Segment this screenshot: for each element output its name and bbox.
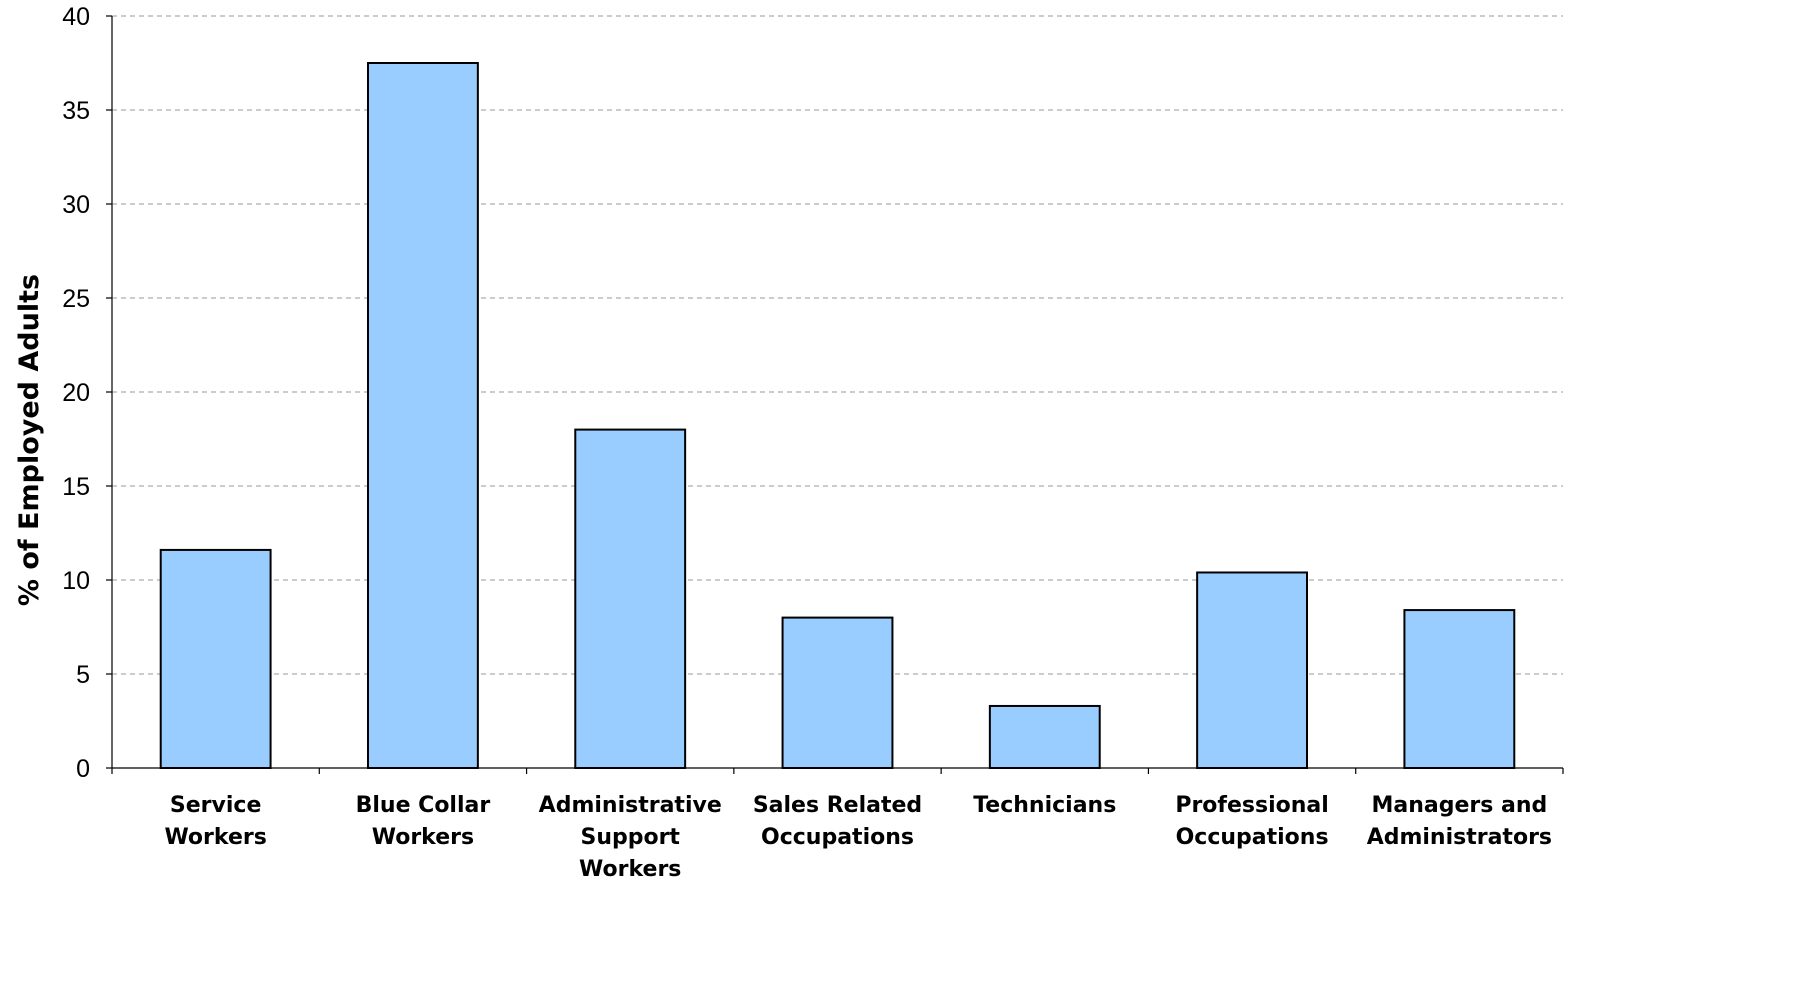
x-category-label-line: Technicians bbox=[973, 793, 1116, 818]
bar bbox=[781, 616, 894, 769]
y-tick-label: 0 bbox=[76, 755, 90, 783]
x-category-label-line: Occupations bbox=[1176, 825, 1329, 850]
x-category-label: Sales Related Occupations bbox=[753, 793, 922, 850]
x-category-label-line: Administrators bbox=[1367, 825, 1552, 850]
x-category-label-line: Professional bbox=[1175, 793, 1328, 818]
x-category-label-line: Sales Related bbox=[753, 793, 922, 818]
x-category-label: Managers and Administrators bbox=[1367, 793, 1552, 850]
x-category-label: Administrative Support Workers bbox=[539, 793, 722, 882]
x-category-label-line: Workers bbox=[579, 857, 681, 882]
x-category-label: Service Workers bbox=[164, 793, 266, 850]
y-tick-label: 40 bbox=[62, 3, 90, 31]
x-category-label-line: Administrative bbox=[539, 793, 722, 818]
y-tick-labels: 0 5 10 15 20 25 30 35 40 bbox=[62, 3, 90, 783]
y-tick-label: 20 bbox=[62, 379, 90, 407]
x-category-label-line: Blue Collar bbox=[356, 793, 491, 818]
x-category-label-line: Managers and bbox=[1371, 793, 1547, 818]
x-category-label-line: Service bbox=[170, 793, 261, 818]
x-category-label-line: Support bbox=[580, 825, 680, 850]
x-category-label-line: Occupations bbox=[761, 825, 914, 850]
bar bbox=[366, 62, 479, 769]
bar bbox=[1196, 571, 1309, 769]
x-category-label: Blue Collar Workers bbox=[356, 793, 491, 850]
y-tick-label: 35 bbox=[62, 97, 90, 125]
y-tick-label: 5 bbox=[76, 661, 90, 689]
y-tick-label: 30 bbox=[62, 191, 90, 219]
x-category-label-line: Workers bbox=[372, 825, 474, 850]
x-category-label: Technicians bbox=[973, 793, 1116, 818]
x-category-label-line: Workers bbox=[164, 825, 266, 850]
y-tick-label: 10 bbox=[62, 567, 90, 595]
bar bbox=[1403, 609, 1516, 770]
x-category-label: Professional Occupations bbox=[1175, 793, 1328, 850]
bar bbox=[574, 428, 687, 769]
y-axis-title: % of Employed Adults bbox=[14, 274, 45, 606]
gridlines bbox=[112, 15, 1563, 675]
bars bbox=[159, 62, 1516, 770]
y-tick-label: 25 bbox=[62, 285, 90, 313]
bar bbox=[988, 704, 1101, 770]
axes bbox=[106, 15, 1564, 774]
bar bbox=[159, 548, 272, 769]
y-tick-label: 15 bbox=[62, 473, 90, 501]
